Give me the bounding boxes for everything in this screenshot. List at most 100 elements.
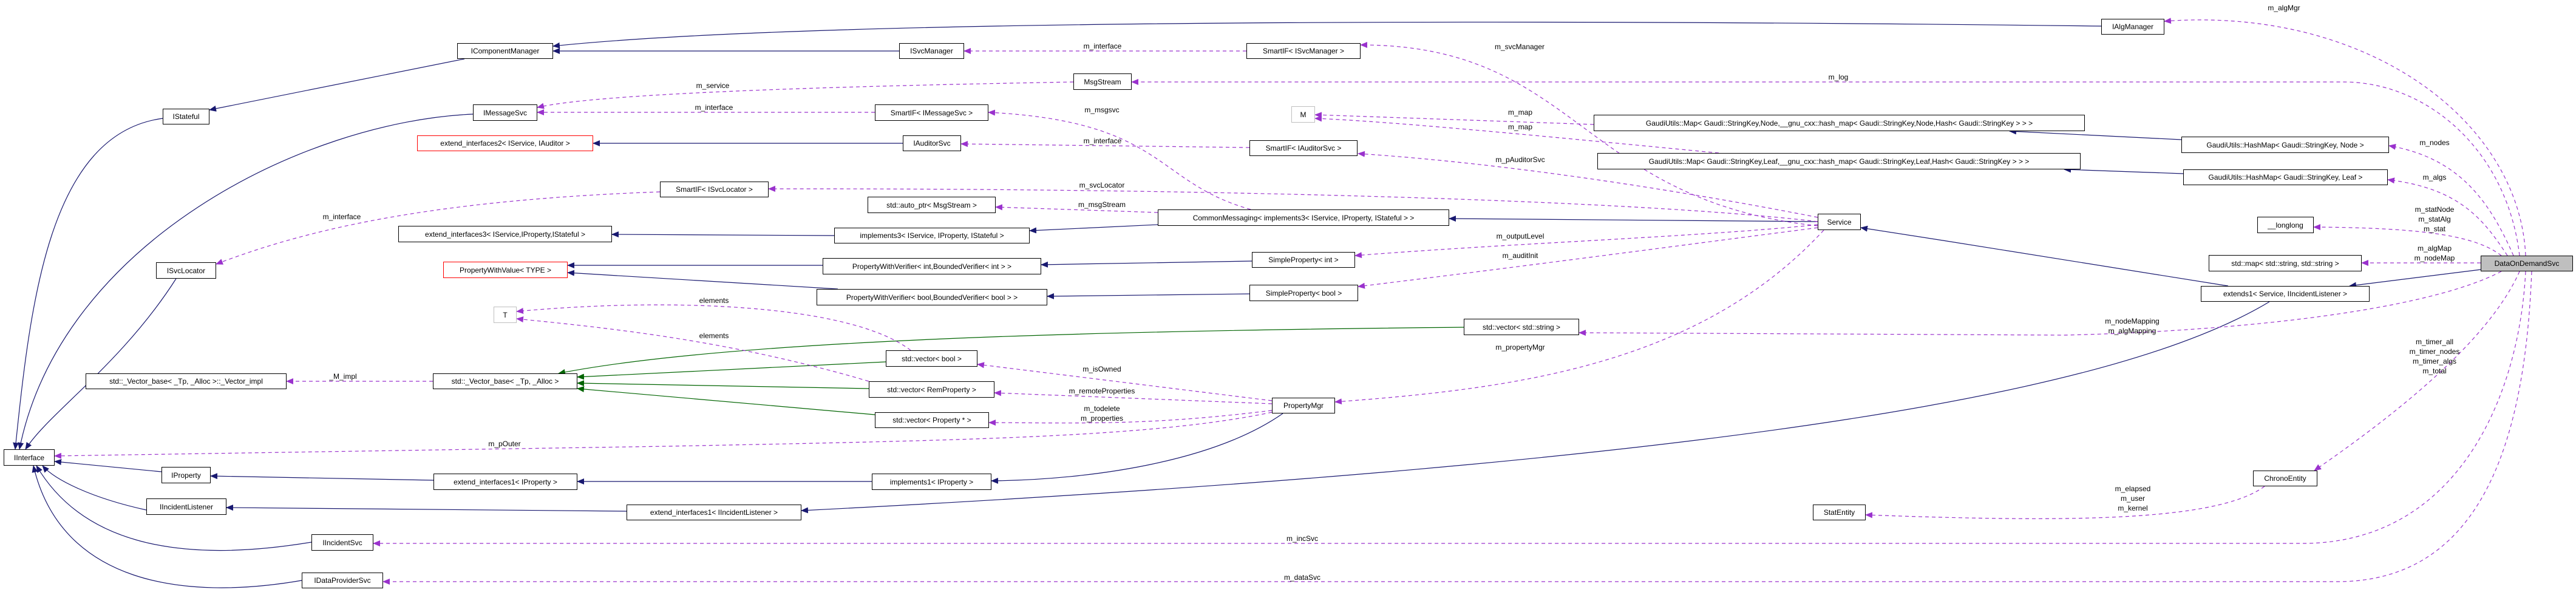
class-node-service[interactable]: Service (1818, 214, 1861, 230)
class-node-std-vector-base-tp-alloc-vector-impl[interactable]: std::_Vector_base< _Tp, _Alloc >::_Vecto… (86, 373, 287, 389)
edge-label-m-user: m_user (2120, 494, 2146, 503)
class-node-extends1-service-iincidentlistener[interactable]: extends1< Service, IIncidentListener > (2201, 286, 2370, 302)
class-node-istateful[interactable]: IStateful (163, 109, 209, 124)
class-node-extend-interfaces1-iproperty[interactable]: extend_interfaces1< IProperty > (433, 474, 577, 490)
edge-label-m-algmapping: m_algMapping (2108, 327, 2156, 335)
edge-label-m-nodemap: m_nodeMap (2414, 254, 2455, 262)
class-node-gaudiutils-map-gaudi-stringkey-node-gnu-cxx-hash-map-gaudi-stringkey-node-hash-gaudi-stringkey[interactable]: GaudiUtils::Map< Gaudi::StringKey,Node,_… (1594, 115, 2085, 131)
inheritance-edge (2009, 128, 2182, 140)
edge-label-m-interface: m_interface (322, 212, 361, 221)
edge-label-m-interface: m_interface (695, 103, 733, 112)
inheritance-edge (552, 21, 2102, 49)
edge-label-m-kernel: m_kernel (2118, 504, 2148, 512)
class-node-simpleproperty-int[interactable]: SimpleProperty< int > (1252, 252, 1355, 268)
edge-label-m-msgsvc: m_msgsvc (1084, 106, 1120, 114)
edge-label-m-stat: m_stat (2423, 225, 2446, 233)
inheritance-edge (36, 465, 312, 551)
class-node-msgstream[interactable]: MsgStream (1073, 73, 1132, 90)
class-node-propertywithvalue-type[interactable]: PropertyWithValue< TYPE > (443, 262, 568, 278)
class-node-propertywithverifier-bool-boundedverifier-bool[interactable]: PropertyWithVerifier< bool,BoundedVerifi… (817, 289, 1047, 305)
inheritance-edge (226, 505, 627, 512)
class-node-gaudiutils-map-gaudi-stringkey-leaf-gnu-cxx-hash-map-gaudi-stringkey-leaf-hash-gaudi-stringkey[interactable]: GaudiUtils::Map< Gaudi::StringKey,Leaf,_… (1597, 153, 2081, 169)
edge-label-m-outputlevel: m_outputLevel (1496, 232, 1545, 240)
edge-label-m-algmgr: m_algMgr (2268, 4, 2300, 12)
template-edge (577, 380, 869, 389)
usage-edge (960, 141, 1250, 148)
class-node-iproperty[interactable]: IProperty (161, 467, 211, 483)
inheritance-edge (25, 278, 177, 450)
class-node-imessagesvc[interactable]: IMessageSvc (473, 104, 537, 121)
class-node-extend-interfaces1-iincidentlistener[interactable]: extend_interfaces1< IIncidentListener > (627, 505, 801, 520)
class-node-std-map-std-string-std-string[interactable]: std::map< std::string, std::string > (2209, 255, 2362, 271)
edge-label-elements: elements (699, 332, 729, 340)
inheritance-edge (42, 465, 147, 511)
class-node-smartif-isvclocator[interactable]: SmartIF< ISvcLocator > (660, 182, 769, 197)
usage-edge (1865, 486, 2265, 519)
class-node-isvclocator[interactable]: ISvcLocator (156, 262, 216, 279)
class-node-simpleproperty-bool[interactable]: SimpleProperty< bool > (1249, 285, 1358, 301)
edge-label-m-svclocator: m_svcLocator (1079, 181, 1125, 189)
usage-edge (1334, 229, 1824, 405)
inheritance-edge (1449, 216, 1818, 222)
class-node-std-vector-bool[interactable]: std::vector< bool > (886, 350, 977, 367)
usage-edge (373, 271, 2526, 546)
template-edge (577, 361, 886, 380)
class-node-extend-interfaces3-iservice-iproperty-istateful[interactable]: extend_interfaces3< IService,IProperty,I… (398, 226, 612, 242)
edge-label-m-total: m_total (2422, 367, 2447, 375)
class-node-idataprovidersvc[interactable]: IDataProviderSvc (302, 573, 383, 588)
edge-label-m-service: m_service (696, 81, 730, 90)
class-node-commonmessaging-implements3-iservice-iproperty-istateful[interactable]: CommonMessaging< implements3< IService, … (1158, 209, 1449, 226)
edge-label-m-auditinit: m_auditInit (1502, 251, 1538, 260)
class-node-extend-interfaces2-iservice-iauditor[interactable]: extend_interfaces2< IService, IAuditor > (417, 135, 593, 151)
template-edge (577, 386, 875, 415)
class-node-ialgmanager[interactable]: IAlgManager (2101, 19, 2164, 35)
class-node-gaudiutils-hashmap-gaudi-stringkey-node[interactable]: GaudiUtils::HashMap< Gaudi::StringKey, N… (2181, 137, 2389, 153)
class-node-smartif-imessagesvc[interactable]: SmartIF< IMessageSvc > (875, 104, 988, 121)
usage-edge (2388, 143, 2514, 256)
edge-label-m-datasvc: m_dataSvc (1283, 573, 1321, 582)
class-node-isvcmanager[interactable]: ISvcManager (899, 43, 964, 59)
edge-label-m-nodes: m_nodes (2419, 138, 2450, 147)
class-node-icomponentmanager[interactable]: IComponentManager (457, 43, 553, 59)
usage-edge (382, 271, 2532, 585)
class-node-chronoentity[interactable]: ChronoEntity (2253, 471, 2317, 486)
edge-label-m-timer-nodes: m_timer_nodes (2409, 347, 2460, 356)
inheritance-edge (54, 459, 162, 472)
class-node-gaudiutils-hashmap-gaudi-stringkey-leaf[interactable]: GaudiUtils::HashMap< Gaudi::StringKey, L… (2183, 169, 2388, 185)
class-node-std-vector-property[interactable]: std::vector< Property * > (875, 412, 989, 428)
edge-label-m-log: m_log (1828, 73, 1849, 81)
inheritance-edge (2349, 269, 2481, 288)
class-node-std-vector-base-tp-alloc[interactable]: std::_Vector_base< _Tp, _Alloc > (433, 373, 577, 389)
usage-edge (1131, 79, 2520, 256)
edge-label-m-pouter: m_pOuter (488, 440, 521, 448)
class-node-t[interactable]: T (494, 307, 517, 323)
usage-edge (1354, 224, 1818, 259)
inheritance-edge (1860, 225, 2229, 287)
class-node-m[interactable]: M (1291, 106, 1315, 123)
class-node-implements1-iproperty[interactable]: implements1< IProperty > (872, 474, 991, 490)
class-node-std-auto-ptr-msgstream[interactable]: std::auto_ptr< MsgStream > (868, 197, 996, 213)
class-node-iinterface[interactable]: IInterface (4, 449, 55, 466)
edge-label-m-interface: m_interface (1083, 137, 1122, 145)
class-node-smartif-iauditorsvc[interactable]: SmartIF< IAuditorSvc > (1249, 140, 1358, 156)
usage-edge (768, 185, 1818, 222)
class-node-statentity[interactable]: StatEntity (1813, 505, 1866, 520)
inheritance-edge (611, 231, 835, 238)
usage-edge (995, 204, 1158, 213)
usage-edge (1360, 42, 1818, 226)
edge-label-m-statalg: m_statAlg (2418, 215, 2451, 223)
class-node-propertywithverifier-int-boundedverifier-int[interactable]: PropertyWithVerifier< int,BoundedVerifie… (823, 258, 1041, 274)
class-node-std-vector-std-string[interactable]: std::vector< std::string > (1464, 319, 1579, 335)
inheritance-edge (1047, 293, 1250, 299)
class-node-iauditorsvc[interactable]: IAuditorSvc (903, 135, 961, 151)
class-node-std-vector-remproperty[interactable]: std::vector< RemProperty > (869, 381, 994, 398)
class-node-smartif-isvcmanager[interactable]: SmartIF< ISvcManager > (1246, 43, 1361, 59)
usage-edge (977, 362, 1273, 401)
class-node-iincidentlistener[interactable]: IIncidentListener (146, 498, 226, 515)
usage-edge (537, 81, 1074, 109)
class-node-implements3-iservice-iproperty-istateful[interactable]: implements3< IService, IProperty, IState… (834, 228, 1030, 243)
class-node-dataondemandsvc: DataOnDemandSvc (2481, 256, 2573, 271)
class-node-propertymgr[interactable]: PropertyMgr (1272, 398, 1335, 413)
class-node-iincidentsvc[interactable]: IIncidentSvc (311, 534, 373, 551)
class-node-longlong[interactable]: __longlong (2257, 217, 2314, 233)
